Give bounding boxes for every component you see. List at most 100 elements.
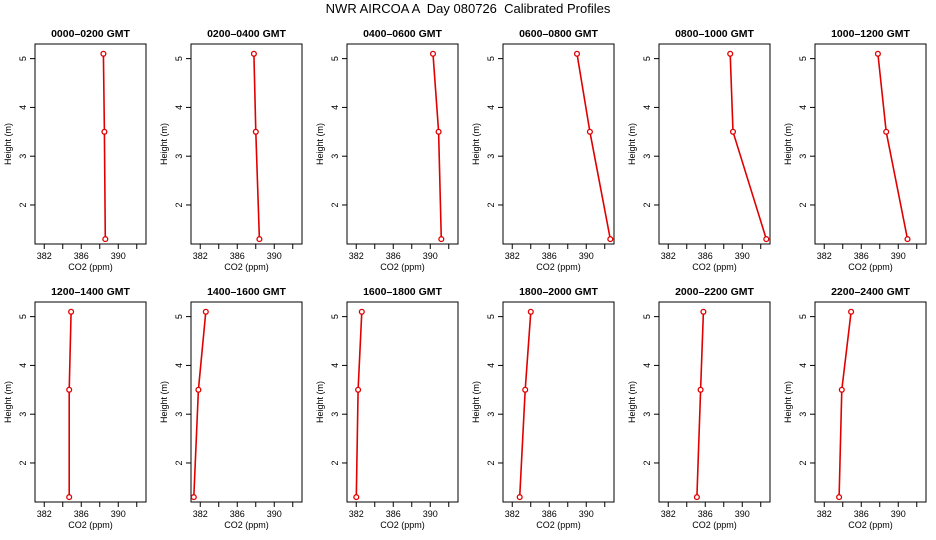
y-tick-label: 4	[798, 363, 808, 368]
x-tick-label: 390	[735, 251, 750, 261]
data-point	[353, 494, 360, 501]
y-tick-label: 3	[798, 412, 808, 417]
y-tick-label: 4	[174, 105, 184, 110]
x-tick-label: 382	[349, 509, 364, 519]
data-point	[252, 128, 259, 135]
data-point	[838, 386, 845, 393]
x-tick-label: 390	[735, 509, 750, 519]
data-point	[100, 50, 107, 57]
data-point	[693, 494, 700, 501]
x-tick-label: 390	[891, 509, 906, 519]
data-point	[883, 128, 890, 135]
y-tick-label: 4	[330, 105, 340, 110]
y-tick-label: 3	[330, 412, 340, 417]
x-tick-label: 386	[698, 251, 713, 261]
y-axis-label: Height (m)	[159, 381, 169, 423]
profile-panel: 0600–0800 GMT 382 386 390 2 3 4 5 CO2 (ppm) Heigh…	[471, 28, 615, 272]
plot-frame	[814, 301, 927, 503]
profile-panel: 2000–2200 GMT 382 386 390 2 3 4 5 CO2 (ppm) Heigh…	[627, 286, 771, 530]
x-tick-label: 382	[193, 509, 208, 519]
data-point	[68, 308, 75, 315]
y-tick-label: 2	[330, 460, 340, 465]
x-tick-label: 386	[386, 251, 401, 261]
x-tick-label: 382	[505, 509, 520, 519]
x-tick-label: 390	[267, 509, 282, 519]
y-tick-label: 4	[642, 105, 652, 110]
plot-frame	[34, 301, 147, 503]
profile-panel: 0800–1000 GMT 382 386 390 2 3 4 5 CO2 (ppm) Heigh…	[627, 28, 771, 272]
plot-frame	[658, 301, 771, 503]
data-point	[102, 236, 109, 243]
y-tick-label: 3	[486, 154, 496, 159]
y-tick-label: 3	[486, 412, 496, 417]
plot-frame	[346, 301, 459, 503]
data-point	[727, 50, 734, 57]
data-point	[516, 494, 523, 501]
y-tick-label: 3	[174, 412, 184, 417]
panel-title: 0000–0200 GMT	[51, 28, 130, 40]
y-tick-label: 3	[18, 412, 28, 417]
y-tick-label: 5	[486, 314, 496, 319]
profile-panel: 1600–1800 GMT 382 386 390 2 3 4 5 CO2 (ppm) Heigh…	[315, 286, 459, 530]
data-point	[904, 236, 911, 243]
data-point	[256, 236, 263, 243]
panel-title: 0200–0400 GMT	[207, 28, 286, 40]
data-point	[836, 494, 843, 501]
plot-frame	[346, 43, 459, 245]
y-axis-label: Height (m)	[471, 123, 481, 165]
x-axis-label: CO2 (ppm)	[380, 262, 425, 272]
profile-line	[253, 53, 261, 240]
panel-title: 2000–2200 GMT	[675, 286, 754, 298]
y-tick-label: 3	[642, 154, 652, 159]
profile-panel: 0200–0400 GMT 382 386 390 2 3 4 5 CO2 (ppm) Heigh…	[159, 28, 303, 272]
profile-line	[193, 311, 207, 498]
data-point	[66, 494, 73, 501]
y-tick-label: 5	[18, 314, 28, 319]
y-tick-label: 4	[642, 363, 652, 368]
plot-frame	[34, 43, 147, 245]
data-point	[195, 386, 202, 393]
x-tick-label: 390	[579, 509, 594, 519]
data-point	[438, 236, 445, 243]
y-tick-label: 2	[642, 460, 652, 465]
y-tick-label: 3	[642, 412, 652, 417]
data-point	[435, 128, 442, 135]
x-axis-label: CO2 (ppm)	[224, 520, 269, 530]
y-tick-label: 5	[642, 314, 652, 319]
y-tick-label: 4	[18, 363, 28, 368]
y-tick-label: 2	[18, 202, 28, 207]
data-point	[522, 386, 529, 393]
y-tick-label: 5	[18, 56, 28, 61]
x-axis-label: CO2 (ppm)	[848, 262, 893, 272]
data-point	[848, 308, 855, 315]
profile-line	[729, 53, 768, 240]
profile-panel: 1400–1600 GMT 382 386 390 2 3 4 5 CO2 (ppm) Heigh…	[159, 286, 303, 530]
x-axis-label: CO2 (ppm)	[536, 262, 581, 272]
data-point	[573, 50, 581, 57]
profile-line	[877, 53, 909, 240]
y-tick-label: 3	[798, 154, 808, 159]
x-tick-label: 382	[37, 509, 52, 519]
data-point	[527, 308, 534, 315]
profile-panel: 0000–0200 GMT 382 386 390 2 3 4 5 CO2 (ppm) Heigh…	[3, 28, 147, 272]
y-tick-label: 2	[798, 460, 808, 465]
y-tick-label: 5	[642, 56, 652, 61]
y-axis-label: Height (m)	[627, 123, 637, 165]
plot-frame	[502, 43, 615, 245]
profile-panel: 2200–2400 GMT 382 386 390 2 3 4 5 CO2 (ppm) Heigh…	[783, 286, 927, 530]
data-point	[763, 236, 770, 243]
x-tick-label: 386	[230, 251, 245, 261]
data-point	[358, 308, 365, 315]
x-tick-label: 386	[542, 251, 557, 261]
x-axis-label: CO2 (ppm)	[692, 262, 737, 272]
panel-title: 1800–2000 GMT	[519, 286, 598, 298]
data-point	[355, 386, 362, 393]
y-tick-label: 4	[18, 105, 28, 110]
data-point	[729, 128, 737, 135]
x-tick-label: 382	[505, 251, 520, 261]
x-axis-label: CO2 (ppm)	[380, 520, 425, 530]
x-tick-label: 386	[74, 251, 89, 261]
profile-panel: 0400–0600 GMT 382 386 390 2 3 4 5 CO2 (ppm) Heigh…	[315, 28, 459, 272]
profile-line	[432, 53, 443, 240]
